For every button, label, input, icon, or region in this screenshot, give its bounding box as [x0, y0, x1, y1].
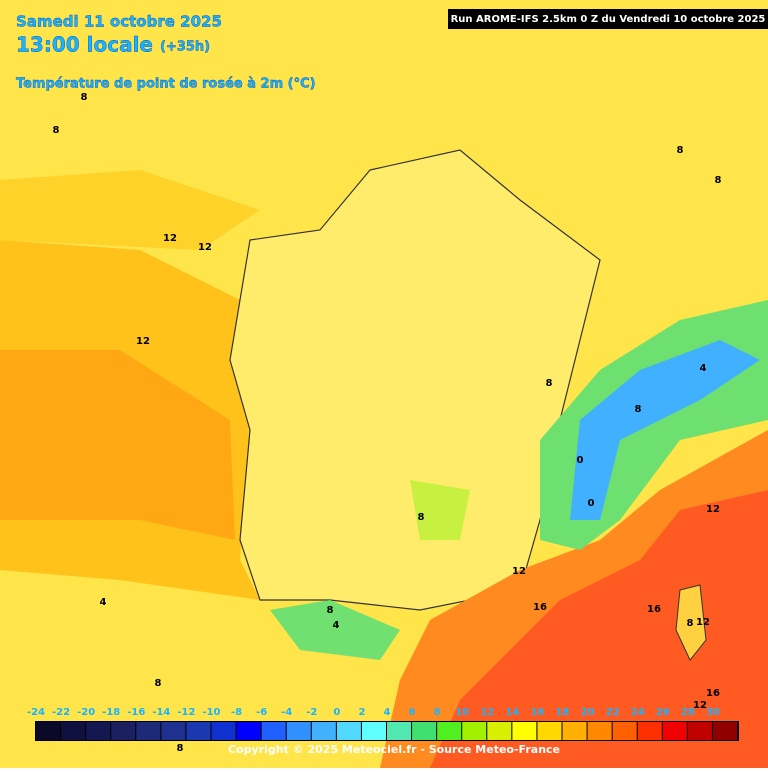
contour-label: 16: [706, 688, 720, 699]
colorbar-tick-label: 22: [606, 707, 620, 718]
colorbar-tick-label: 4: [384, 707, 391, 718]
colorbar-swatch: [211, 722, 236, 740]
colorbar-tick-label: 24: [631, 707, 645, 718]
colorbar-tick-label: 2: [358, 707, 365, 718]
contour-label: 8: [715, 175, 722, 186]
time: 13:00 locale: [16, 33, 153, 57]
contour-label: 8: [177, 743, 184, 754]
colorbar-tick-label: -4: [281, 707, 292, 718]
colorbar-swatch: [387, 722, 412, 740]
contour-label: 12: [163, 233, 177, 244]
contour-label: 12: [696, 617, 710, 628]
contour-label: 8: [327, 605, 334, 616]
colorbar-swatch: [512, 722, 537, 740]
colorbar-swatch: [311, 722, 336, 740]
contour-label: 8: [155, 678, 162, 689]
colorbar-tick-label: -8: [231, 707, 242, 718]
colorbar-tick-label: -20: [77, 707, 95, 718]
colorbar-swatch: [712, 722, 737, 740]
colorbar-swatch: [186, 722, 211, 740]
colorbar-swatch: [61, 722, 86, 740]
colorbar-swatch: [286, 722, 311, 740]
colorbar-tick-label: 6: [409, 707, 416, 718]
colorbar-swatch: [437, 722, 462, 740]
field-name: Température de point de rosée à 2m (°C): [16, 77, 316, 92]
colorbar-swatch: [111, 722, 136, 740]
pyrenees: [270, 600, 400, 660]
colorbar-tick-label: 12: [480, 707, 494, 718]
contour-label: 8: [677, 145, 684, 156]
mediterranean-warm: [430, 490, 768, 768]
colorbar-tick-label: 8: [434, 707, 441, 718]
contour-label: 0: [577, 455, 584, 466]
colorbar-tick-label: 28: [681, 707, 695, 718]
colorbar-swatch: [562, 722, 587, 740]
colorbar-swatch: [412, 722, 437, 740]
corsica: [675, 584, 707, 661]
copyright: Copyright © 2025 Meteociel.fr - Source M…: [228, 743, 560, 756]
contour-label: 8: [546, 378, 553, 389]
colorbar-tick-label: 30: [706, 707, 720, 718]
colorbar-tick-label: -16: [127, 707, 145, 718]
colorbar-tick-label: 26: [656, 707, 670, 718]
lead-time: (+35h): [160, 40, 210, 55]
contour-label: 8: [418, 512, 425, 523]
colorbar-swatch: [236, 722, 261, 740]
contour-label: 16: [647, 604, 661, 615]
colorbar-tick-label: -18: [102, 707, 120, 718]
colorbar-swatch: [261, 722, 286, 740]
colorbar-swatch: [36, 722, 61, 740]
colorbar-swatch: [587, 722, 612, 740]
colorbar-tick-label: 0: [333, 707, 340, 718]
contour-label: 12: [198, 242, 212, 253]
colorbar-swatch: [136, 722, 161, 740]
colorbar-tick-label: 14: [505, 707, 519, 718]
colorbar-swatch: [537, 722, 562, 740]
contour-label: 12: [512, 566, 526, 577]
france: [229, 149, 601, 611]
colorbar-swatch: [161, 722, 186, 740]
colorbar-tick-label: 10: [455, 707, 469, 718]
colorbar-tick-label: 16: [530, 707, 544, 718]
colorbar-swatch: [86, 722, 111, 740]
colorbar-swatch: [637, 722, 662, 740]
colorbar-swatch: [687, 722, 712, 740]
contour-label: 4: [700, 363, 707, 374]
contour-label: 4: [333, 620, 340, 631]
contour-label: 0: [588, 498, 595, 509]
contour-label: 8: [53, 125, 60, 136]
colorbar-swatch: [361, 722, 386, 740]
colorbar-tick-label: -24: [27, 707, 45, 718]
contour-label: 4: [100, 597, 107, 608]
contour-label: 16: [533, 602, 547, 613]
colorbar-swatch: [462, 722, 487, 740]
contour-label: 12: [706, 504, 720, 515]
colorbar-tick-label: -2: [306, 707, 317, 718]
colorbar-tick-label: -6: [256, 707, 267, 718]
contour-label: 12: [136, 336, 150, 347]
colorbar-tick-label: 20: [581, 707, 595, 718]
run-info: Run AROME-IFS 2.5km 0 Z du Vendredi 10 o…: [451, 14, 766, 25]
colorbar-swatch: [336, 722, 361, 740]
colorbar-tick-label: 18: [556, 707, 570, 718]
colorbar-tick-label: -22: [52, 707, 70, 718]
contour-label: 12: [693, 700, 707, 711]
contour-label: 8: [687, 618, 694, 629]
alps-cold: [570, 340, 760, 520]
contour-label: 8: [635, 404, 642, 415]
massif-central: [410, 480, 470, 540]
colorbar-tick-label: -10: [202, 707, 220, 718]
run-box: [448, 9, 768, 29]
atlantic-warm: [0, 350, 235, 540]
colorbar-swatch: [662, 722, 687, 740]
colorbar-swatch: [612, 722, 637, 740]
contour-label: 8: [81, 92, 88, 103]
colorbar-tick-label: -12: [177, 707, 195, 718]
date: Samedi 11 octobre 2025: [16, 13, 222, 31]
colorbar-tick-label: -14: [152, 707, 170, 718]
colorbar-swatch: [487, 722, 512, 740]
channel: [0, 170, 260, 250]
